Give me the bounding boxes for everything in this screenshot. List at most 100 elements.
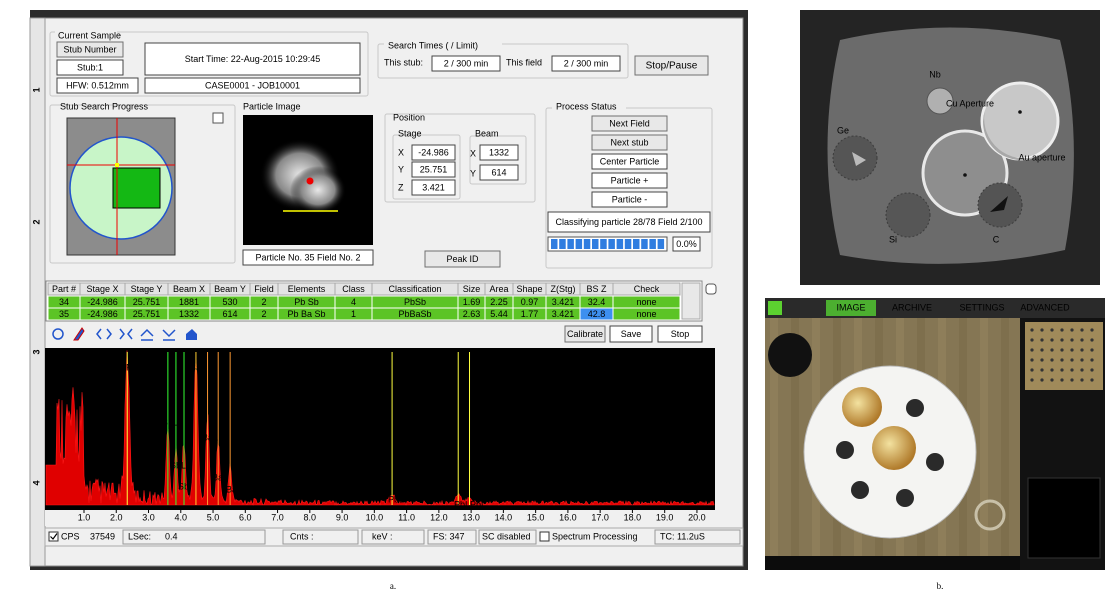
cell-text: 2	[261, 309, 266, 319]
mini-view	[1028, 478, 1100, 558]
progress-segment	[559, 239, 566, 249]
nav-tab[interactable]: IMAGE	[836, 302, 865, 312]
material-label: Au aperture	[1018, 152, 1065, 162]
thumb-dot	[1030, 378, 1033, 381]
cell-text: 4	[351, 297, 356, 307]
cell-text: 530	[222, 297, 237, 307]
thumb-dot	[1040, 368, 1043, 371]
ruler-label: 2	[31, 219, 41, 224]
stop-pause-button[interactable]: Stop/Pause	[646, 61, 698, 72]
cell-text: 3.421	[552, 309, 575, 319]
fs-value: FS: 347	[433, 531, 465, 541]
cell-text: 3.421	[552, 297, 575, 307]
save-button[interactable]: Save	[621, 329, 642, 339]
thumb-dot	[1030, 348, 1033, 351]
thumb-dot	[1030, 328, 1033, 331]
x-tick-label: 13.0	[462, 512, 480, 522]
x-tick-label: 15.0	[527, 512, 545, 522]
stub-hole	[906, 399, 924, 417]
thumb-dot	[1080, 338, 1083, 341]
column-header: Stage X	[86, 284, 118, 294]
process-button[interactable]: Next Field	[609, 118, 650, 128]
column-header: Area	[489, 284, 508, 294]
thumb-dot	[1030, 368, 1033, 371]
stub-hole	[851, 481, 869, 499]
cell-text: 2	[261, 297, 266, 307]
beam-title: Beam	[475, 128, 499, 138]
peak-id-button[interactable]: Peak ID	[446, 254, 479, 264]
spectrum-processing-label: Spectrum Processing	[552, 531, 638, 541]
lsec-value: 0.4	[165, 531, 178, 541]
progress-percent: 0.0%	[676, 239, 697, 249]
thumb-dot	[1060, 338, 1063, 341]
thumb-dot	[1060, 378, 1063, 381]
process-button[interactable]: Next stub	[610, 137, 648, 147]
thumb-dot	[1080, 368, 1083, 371]
progress-segment	[608, 239, 615, 249]
thumb-dot	[1070, 358, 1073, 361]
cell-text: 1332	[179, 309, 199, 319]
x-tick-label: 19.0	[656, 512, 674, 522]
process-button[interactable]: Particle -	[612, 194, 648, 204]
x-tick-label: 14.0	[495, 512, 513, 522]
progress-segment	[625, 239, 632, 249]
stub-hole	[836, 441, 854, 459]
column-header: Field	[254, 284, 274, 294]
texture-stripe	[980, 318, 988, 556]
thumb-dot	[1090, 348, 1093, 351]
thumb-dot	[1040, 338, 1043, 341]
column-header: Shape	[516, 284, 542, 294]
thumb-dot	[1040, 378, 1043, 381]
progress-segment	[567, 239, 574, 249]
cell-text: 0.97	[521, 297, 539, 307]
thumb-dot	[1090, 338, 1093, 341]
cell-text: 2.63	[463, 309, 481, 319]
thumb-dot	[1080, 378, 1083, 381]
x-tick-label: 1.0	[78, 512, 91, 522]
calibrate-button[interactable]: Calibrate	[567, 329, 603, 339]
peak-label: BaL	[226, 484, 242, 494]
thumb-dot	[1070, 368, 1073, 371]
start-time-field: Start Time: 22-Aug-2015 10:29:45	[185, 54, 321, 64]
column-header: Class	[342, 284, 365, 294]
progress-bar	[548, 237, 667, 251]
nav-tab[interactable]: ARCHIVE	[892, 302, 932, 312]
material-label: Ge	[837, 125, 849, 135]
checkbox[interactable]	[706, 284, 716, 294]
gold-aperture	[842, 387, 882, 427]
peak-label: PbL	[388, 494, 404, 504]
peak-label: BaL	[190, 362, 206, 372]
cell-text: 1881	[179, 297, 199, 307]
x-tick-label: 20.0	[688, 512, 706, 522]
group-title: Stub Search Progress	[60, 101, 149, 111]
particle-center	[307, 178, 314, 185]
cell-text: -24.986	[87, 309, 118, 319]
stop-button[interactable]: Stop	[671, 329, 690, 339]
nav-tab[interactable]: SETTINGS	[959, 302, 1004, 312]
thumb-dot	[1040, 348, 1043, 351]
x-tick-label: 4.0	[175, 512, 188, 522]
axis-label: X	[398, 147, 404, 157]
caption: b.	[937, 581, 944, 591]
cell-text: PbBaSb	[398, 309, 431, 319]
cell-text: 2.25	[490, 297, 508, 307]
x-tick-label: 10.0	[366, 512, 384, 522]
cell-text: Pb Sb	[294, 297, 319, 307]
case-job-field: CASE0001 - JOB10001	[205, 80, 300, 90]
thumb-dot	[1040, 358, 1043, 361]
checkbox[interactable]	[213, 113, 223, 123]
stub-number-button[interactable]: Stub Number	[63, 44, 116, 54]
nav-tab[interactable]: ADVANCED	[1020, 302, 1070, 312]
cell-text: 25.751	[133, 309, 161, 319]
cps-value: 37549	[90, 531, 115, 541]
lsec-label: LSec:	[128, 531, 151, 541]
cell-text: 35	[59, 309, 69, 319]
thumb-dot	[1060, 348, 1063, 351]
process-button[interactable]: Center Particle	[600, 156, 660, 166]
process-button[interactable]: Particle +	[611, 175, 649, 185]
cell-text: 1	[351, 309, 356, 319]
particle-field-number: Particle No. 35 Field No. 2	[255, 252, 360, 262]
progress-segment	[551, 239, 558, 249]
stage-x: -24.986	[418, 147, 449, 157]
checkbox[interactable]	[540, 532, 549, 541]
